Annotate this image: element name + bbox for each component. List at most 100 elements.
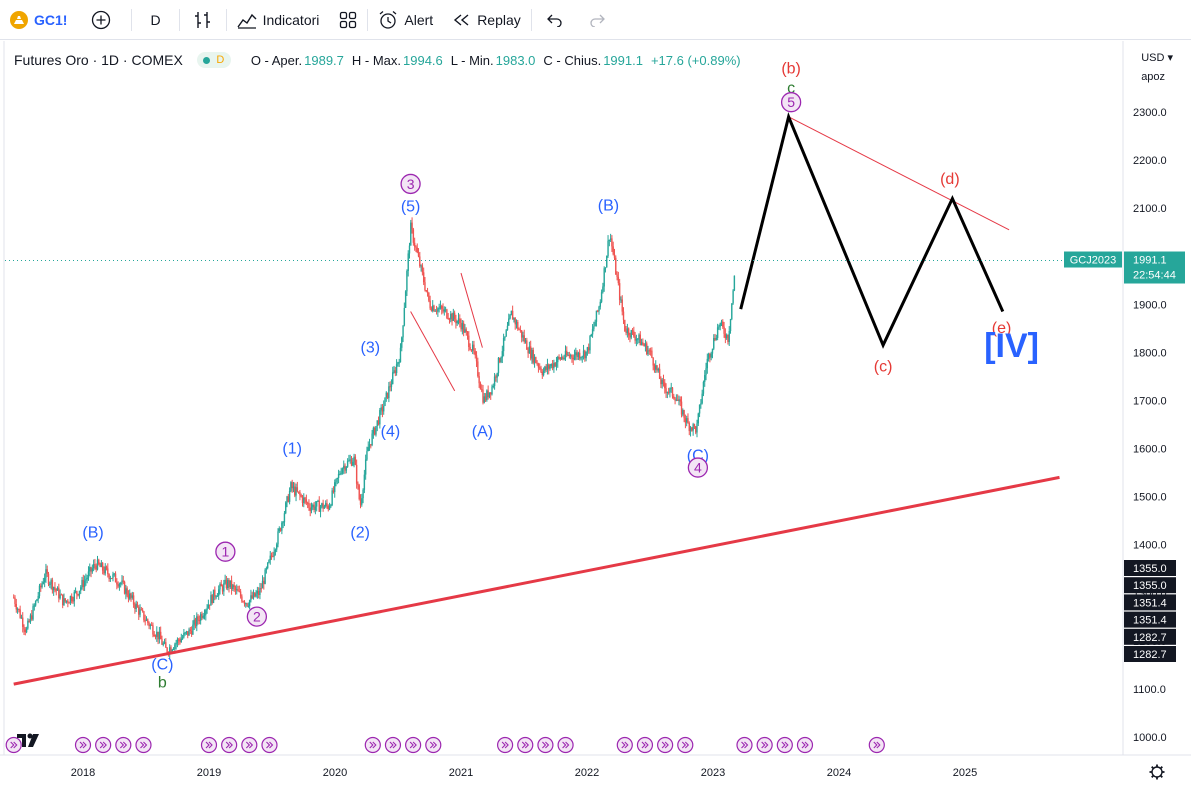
candle <box>328 502 331 511</box>
chart-type-button[interactable] <box>180 0 226 40</box>
candle <box>321 502 323 509</box>
candle <box>176 637 179 648</box>
candle <box>733 275 736 292</box>
candle <box>608 239 611 247</box>
candle-body <box>655 365 657 370</box>
candle-body <box>92 564 95 569</box>
candle <box>335 478 337 487</box>
replay-button[interactable]: Replay <box>443 0 531 40</box>
candle <box>582 344 585 360</box>
candle <box>588 343 590 354</box>
market-status-badge[interactable]: D <box>196 52 231 68</box>
candle-body <box>135 603 137 609</box>
candle <box>208 604 211 610</box>
candle-body <box>657 368 660 371</box>
settings-gear-icon[interactable] <box>1149 764 1165 780</box>
candle <box>667 387 670 395</box>
candle-body <box>22 617 24 627</box>
candle <box>339 470 341 476</box>
layouts-button[interactable] <box>329 0 367 40</box>
candle <box>580 356 582 361</box>
candle <box>555 356 558 371</box>
add-symbol-button[interactable] <box>77 0 131 40</box>
candle-body <box>318 500 320 512</box>
wave-label: (d) <box>940 171 960 188</box>
candle <box>183 628 185 639</box>
price-chart[interactable]: 1000.01100.01200.01300.01400.01500.01600… <box>0 41 1191 795</box>
candle <box>217 585 220 600</box>
redo-button[interactable] <box>578 0 616 40</box>
candle-body <box>497 357 500 374</box>
scale-mode-label[interactable]: apoz <box>1141 71 1166 83</box>
candle <box>383 400 385 415</box>
candle-body <box>141 609 144 612</box>
candle <box>410 219 412 246</box>
candle <box>696 419 698 438</box>
candle-body <box>281 522 283 531</box>
candle-body <box>242 601 244 603</box>
candle <box>532 347 534 365</box>
candle-body <box>50 579 52 584</box>
candle-body <box>477 361 479 377</box>
candle <box>644 339 647 352</box>
candle <box>123 580 126 595</box>
candle <box>234 585 237 595</box>
candle <box>69 595 72 606</box>
candle <box>37 592 39 604</box>
candle-body <box>443 309 446 312</box>
candle <box>713 334 715 351</box>
candle-body <box>178 639 180 641</box>
alert-button[interactable]: Alert <box>368 0 443 40</box>
candle <box>568 351 571 359</box>
candle <box>723 321 725 338</box>
candle-body <box>217 589 220 596</box>
candle-body <box>626 328 629 334</box>
indicators-button[interactable]: Indicatori <box>227 0 330 40</box>
indicators-label: Indicatori <box>262 11 320 28</box>
candle <box>731 303 733 321</box>
candle-body <box>60 594 63 596</box>
candle <box>441 304 443 315</box>
candle-body <box>398 362 400 364</box>
event-marker-glyph <box>741 741 749 749</box>
candle-body <box>310 507 313 511</box>
stacked-price-tag-bg <box>1124 560 1176 576</box>
candle-body <box>80 587 82 591</box>
candle <box>646 341 648 356</box>
candle-body <box>381 407 384 412</box>
event-marker-glyph <box>681 741 690 749</box>
wave-circle <box>400 173 421 195</box>
candle <box>29 613 32 624</box>
candle <box>714 333 716 342</box>
candle-body <box>513 318 515 320</box>
candle <box>306 501 309 509</box>
candle-body <box>140 609 143 611</box>
candle-body <box>357 483 359 486</box>
candle-body <box>184 632 186 634</box>
candle-body <box>718 326 720 328</box>
candle-body <box>731 303 733 320</box>
wave-label: 4 <box>694 460 702 476</box>
candle <box>117 581 119 589</box>
candle <box>148 621 150 630</box>
candle-body <box>442 308 444 312</box>
interval-button[interactable]: D <box>132 0 178 40</box>
event-marker-glyph <box>801 741 809 749</box>
candle-body <box>468 335 470 347</box>
candle <box>300 493 302 498</box>
candle <box>602 282 604 294</box>
candle-body <box>716 327 719 338</box>
price-tick-label: 2100.0 <box>1133 203 1167 215</box>
grid-layout-icon <box>339 11 357 29</box>
candle <box>58 583 60 603</box>
candle <box>201 611 203 621</box>
top-toolbar: GC1! D Indicatori Alert Repl <box>0 0 1191 40</box>
undo-button[interactable] <box>532 0 578 40</box>
currency-selector[interactable]: USD ▾ <box>1141 52 1173 64</box>
candle <box>421 263 424 276</box>
symbol-search-button[interactable]: GC1! <box>0 0 77 40</box>
candle-body <box>225 579 228 589</box>
chart-area[interactable]: 1000.01100.01200.01300.01400.01500.01600… <box>0 41 1191 795</box>
candle-body <box>64 598 66 602</box>
candle-body <box>523 335 525 342</box>
